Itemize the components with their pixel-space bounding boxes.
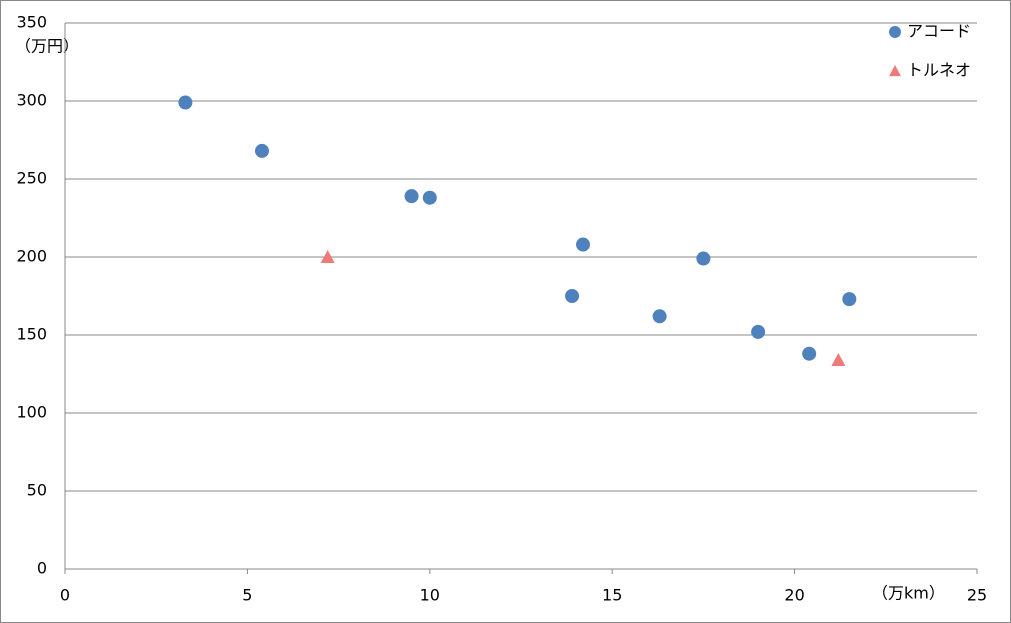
point <box>404 189 419 204</box>
point <box>802 346 817 361</box>
y-tick-label: 200 <box>16 247 47 266</box>
y-tick-label: 150 <box>16 325 47 344</box>
legend-marker <box>889 65 901 77</box>
point <box>320 250 335 263</box>
point <box>422 190 437 205</box>
y-tick-label: 0 <box>37 559 47 578</box>
point <box>842 292 857 307</box>
y-tick-label: 250 <box>16 169 47 188</box>
y-tick-label: 300 <box>16 91 47 110</box>
x-axis-label: （万km） <box>872 584 945 603</box>
y-tick-label: 50 <box>27 481 47 500</box>
y-tick-label: 100 <box>16 403 47 422</box>
point <box>696 251 711 266</box>
point <box>565 289 580 303</box>
x-tick-label: 5 <box>242 586 252 605</box>
x-tick-label: 0 <box>60 586 70 605</box>
point <box>576 237 591 252</box>
x-tick-label: 10 <box>420 586 440 605</box>
point <box>178 95 193 110</box>
legend-marker <box>889 26 901 38</box>
point <box>254 143 269 158</box>
point <box>831 352 846 366</box>
point <box>751 324 766 339</box>
point <box>652 309 667 324</box>
y-axis-label: （万円） <box>15 37 79 56</box>
legend-label: アコード <box>907 22 971 41</box>
x-tick-label: 15 <box>602 586 622 605</box>
y-tick-label: 350 <box>16 13 47 32</box>
x-tick-label: 25 <box>967 586 987 605</box>
legend-label: トルネオ <box>907 61 971 80</box>
x-tick-label: 20 <box>784 586 804 605</box>
